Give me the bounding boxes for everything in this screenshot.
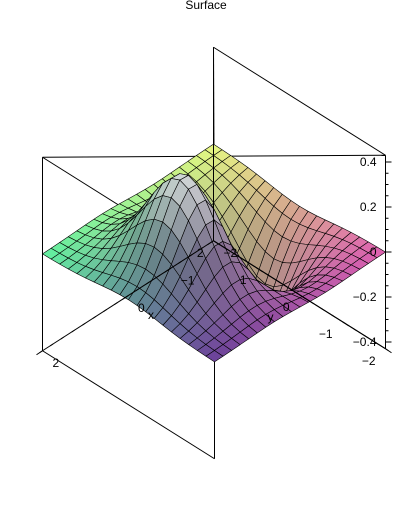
x-axis: −2 −1 0 2 x xyxy=(36,240,238,370)
x-tick xyxy=(164,267,172,273)
z-axis: 0.4 0.2 0 −0.2 −0.4 xyxy=(353,155,392,349)
x-minor-tick xyxy=(188,254,193,257)
y-minor-tick xyxy=(331,314,336,318)
x-minor-tick xyxy=(156,274,161,278)
x-axis-label: x xyxy=(148,308,154,322)
y-minor-tick xyxy=(234,253,239,257)
x-minor-tick xyxy=(135,288,139,292)
y-tick xyxy=(256,267,263,273)
y-tick xyxy=(213,240,220,246)
y-minor-tick xyxy=(374,341,379,345)
z-tick-label: 0.4 xyxy=(360,155,377,169)
y-axis-label: y xyxy=(268,310,274,324)
y-minor-tick xyxy=(320,307,325,311)
y-minor-tick xyxy=(277,280,282,284)
x-tick xyxy=(36,350,43,356)
y-tick-label: 1 xyxy=(240,273,247,287)
y-tick xyxy=(342,321,349,327)
x-minor-tick xyxy=(178,260,182,264)
y-tick-label: 0 xyxy=(283,300,290,314)
y-minor-tick xyxy=(309,301,314,304)
x-tick-label: 2 xyxy=(53,356,60,370)
x-minor-tick xyxy=(103,309,107,312)
z-tick-label: 0.2 xyxy=(360,200,377,214)
x-minor-tick xyxy=(92,315,97,319)
y-minor-tick xyxy=(363,334,368,338)
z-tick-label: −0.4 xyxy=(353,335,377,349)
y-minor-tick xyxy=(223,247,228,250)
y-minor-tick xyxy=(266,274,271,277)
x-minor-tick xyxy=(199,247,204,251)
y-tick xyxy=(385,348,392,354)
x-minor-tick xyxy=(146,281,150,285)
surface-cell xyxy=(205,350,224,363)
y-tick xyxy=(299,294,306,300)
y-minor-tick xyxy=(245,260,250,264)
y-tick-label: −1 xyxy=(319,327,333,341)
x-minor-tick xyxy=(71,329,75,333)
y-axis: −2 −1 0 1 2 y xyxy=(197,240,392,368)
x-minor-tick xyxy=(49,343,54,347)
surface-mesh xyxy=(42,143,386,363)
x-minor-tick xyxy=(60,336,65,340)
y-tick-label: −2 xyxy=(362,354,376,368)
x-tick-label: −1 xyxy=(181,273,195,287)
x-minor-tick xyxy=(114,302,118,306)
y-minor-tick xyxy=(352,328,357,331)
x-minor-tick xyxy=(81,322,86,326)
z-tick-label: 0 xyxy=(370,245,377,259)
box-edge xyxy=(213,46,386,156)
y-tick-label: 2 xyxy=(197,246,204,260)
x-tick xyxy=(121,295,129,301)
chart-title: Surface xyxy=(185,0,227,12)
x-tick-label: 0 xyxy=(138,301,145,315)
box-edge xyxy=(42,350,215,460)
x-tick xyxy=(207,240,214,246)
x-axis-line xyxy=(42,240,214,352)
z-tick-label: −0.2 xyxy=(353,290,377,304)
y-minor-tick xyxy=(288,287,293,291)
x-tick-label: −2 xyxy=(224,246,238,260)
